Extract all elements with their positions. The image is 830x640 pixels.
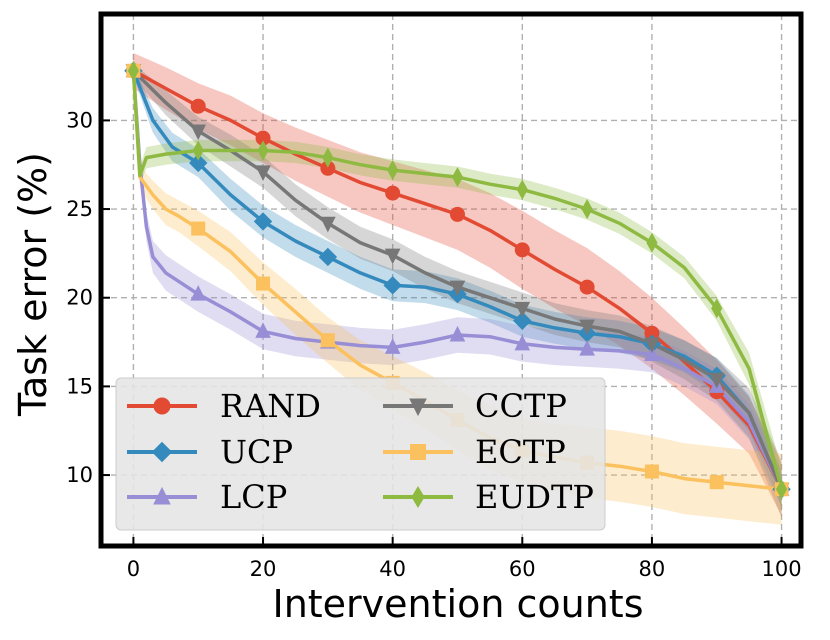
legend-label-cctp: CCTP bbox=[475, 387, 567, 425]
point-eudtp bbox=[257, 140, 269, 161]
point-ucp bbox=[383, 276, 402, 295]
legend-label-lcp: LCP bbox=[220, 478, 287, 516]
y-tick-label: 10 bbox=[66, 463, 93, 487]
point-cctp bbox=[255, 165, 271, 181]
legend-marker-ectp bbox=[410, 444, 426, 460]
point-eudtp bbox=[192, 140, 204, 161]
point-lcp bbox=[190, 285, 207, 301]
point-ucp bbox=[318, 247, 338, 267]
point-cctp bbox=[708, 372, 725, 389]
point-eudtp bbox=[581, 199, 593, 220]
legend-label-eudtp: EUDTP bbox=[475, 478, 594, 516]
legend-marker-eudtp bbox=[411, 486, 425, 508]
point-eudtp bbox=[516, 179, 528, 200]
point-eudtp bbox=[775, 479, 788, 500]
point-rand bbox=[190, 98, 206, 114]
y-tick-label: 15 bbox=[66, 374, 93, 398]
point-ucp bbox=[253, 212, 273, 231]
point-eudtp bbox=[127, 60, 139, 81]
point-cctp bbox=[449, 280, 466, 297]
legend-box bbox=[115, 377, 606, 531]
legend-marker-ucp bbox=[151, 441, 173, 463]
point-eudtp bbox=[711, 298, 723, 319]
point-ectp bbox=[644, 464, 659, 479]
point-lcp bbox=[449, 325, 466, 342]
y-tick-label: 30 bbox=[66, 108, 93, 132]
point-cctp bbox=[514, 301, 531, 318]
x-tick-label: 60 bbox=[509, 557, 536, 581]
point-ectp bbox=[191, 221, 206, 236]
y-tick-label: 25 bbox=[66, 197, 93, 221]
x-tick-label: 80 bbox=[639, 557, 666, 581]
x-tick-label: 20 bbox=[250, 557, 277, 581]
legend-marker-rand bbox=[153, 397, 171, 415]
legend-marker-cctp bbox=[409, 398, 427, 417]
legend-label-rand: RAND bbox=[220, 387, 321, 425]
legend: RAND UCP LCP CCTP ECTP EUDTP bbox=[115, 377, 606, 531]
legend-marker-lcp bbox=[153, 486, 171, 505]
y-axis-label: Task error (%) bbox=[11, 152, 55, 417]
legend-label-ucp: UCP bbox=[220, 433, 293, 471]
point-eudtp bbox=[646, 232, 658, 253]
point-rand bbox=[385, 185, 401, 201]
point-eudtp bbox=[387, 160, 399, 181]
point-cctp bbox=[384, 248, 401, 265]
point-lcp bbox=[644, 345, 660, 361]
x-tick-label: 100 bbox=[762, 557, 802, 581]
point-rand bbox=[514, 242, 530, 258]
point-ectp bbox=[709, 475, 724, 490]
axis-ticks: 0 20 40 60 80 100 10 15 20 25 30 bbox=[66, 108, 801, 581]
line-eudtp bbox=[131, 70, 784, 490]
x-tick-label: 40 bbox=[379, 557, 406, 581]
point-cctp bbox=[320, 216, 336, 233]
point-ucp bbox=[513, 311, 532, 330]
band-rand bbox=[133, 53, 782, 516]
point-cctp bbox=[579, 319, 595, 336]
point-lcp bbox=[579, 340, 595, 356]
point-cctp bbox=[644, 337, 660, 353]
point-lcp bbox=[255, 322, 271, 338]
point-rand bbox=[449, 206, 465, 222]
point-eudtp bbox=[451, 167, 464, 188]
point-ectp bbox=[256, 276, 271, 291]
point-cctp bbox=[190, 124, 207, 141]
point-lcp bbox=[514, 334, 531, 351]
y-tick-label: 20 bbox=[66, 286, 93, 310]
point-lcp bbox=[384, 338, 401, 354]
point-rand bbox=[579, 279, 595, 295]
point-ucp bbox=[189, 153, 208, 173]
x-tick-label: 0 bbox=[127, 557, 140, 581]
plot-frame bbox=[98, 11, 804, 549]
point-ectp bbox=[320, 333, 335, 348]
legend-label-ectp: ECTP bbox=[475, 433, 566, 471]
point-eudtp bbox=[322, 147, 334, 168]
x-axis-label: Intervention counts bbox=[272, 582, 643, 626]
